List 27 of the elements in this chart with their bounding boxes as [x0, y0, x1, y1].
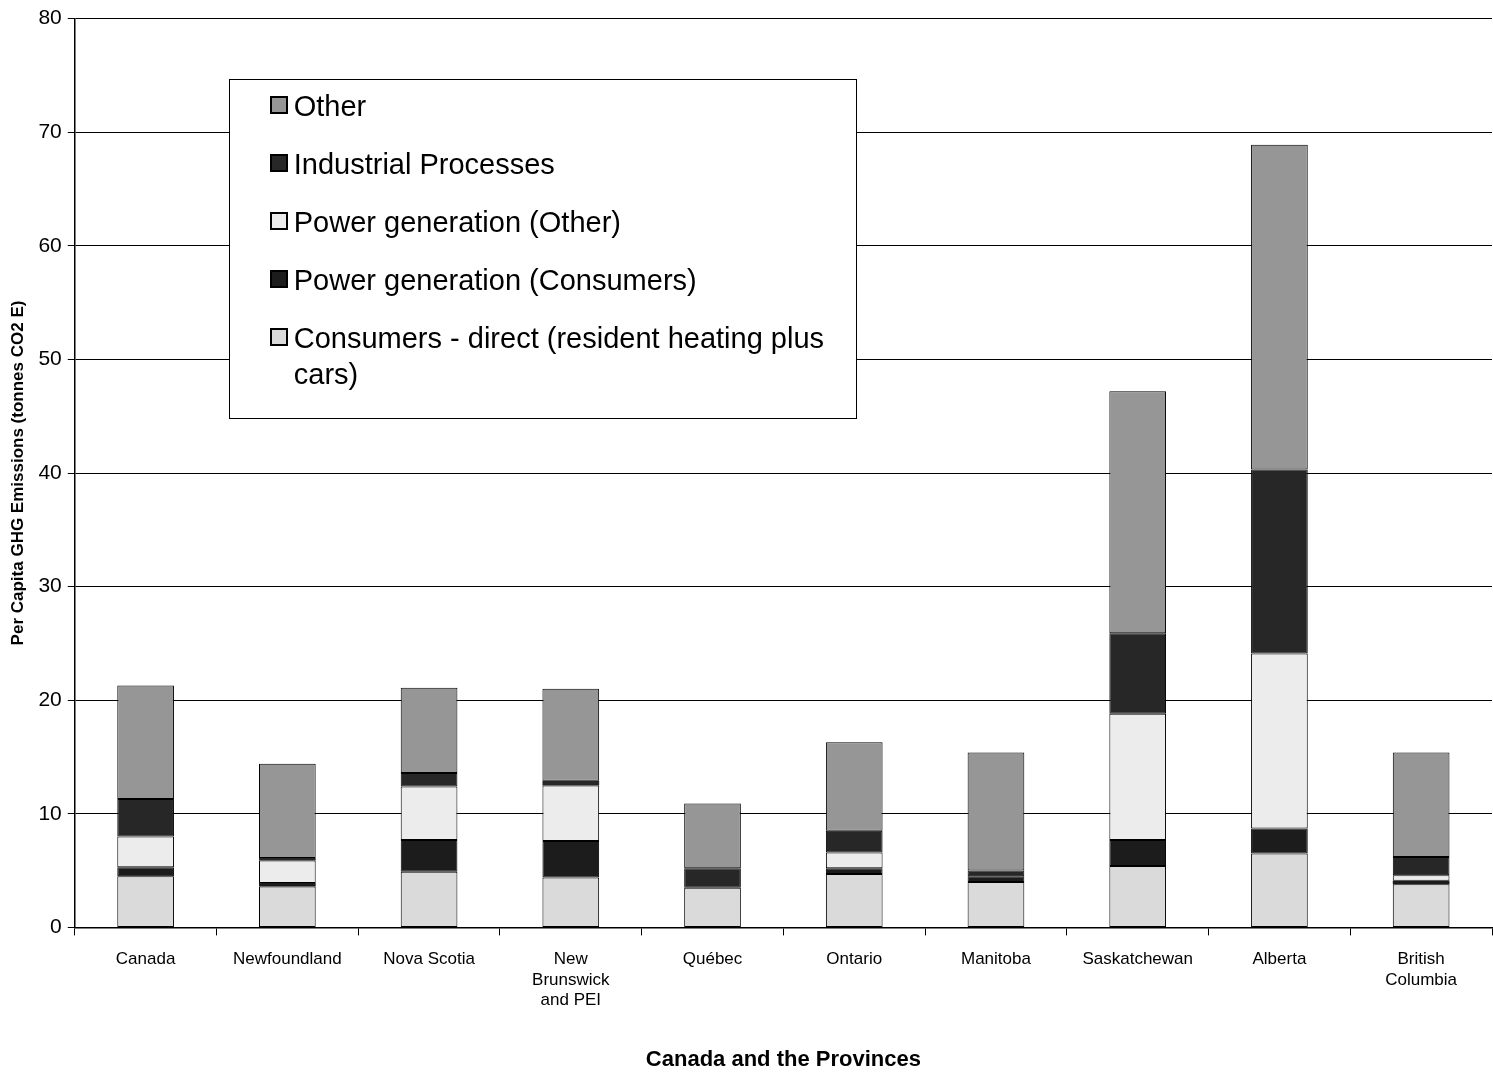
y-tick-label: 70 — [38, 119, 62, 142]
x-tick-label: Newfoundland — [232, 949, 342, 969]
x-axis-title: Canada and the Provinces — [645, 1045, 921, 1071]
x-tick-label: New Brunswick and PEI — [532, 949, 611, 1010]
y-tick-label: 40 — [38, 459, 62, 483]
x-tick-label: Ontario — [826, 949, 883, 969]
y-tick-label: 60 — [38, 232, 62, 256]
y-axis-title: Per Capita GHG Emissions (tonnes CO2 E) — [7, 300, 27, 646]
x-tick-label: British Columbia — [1385, 949, 1458, 989]
y-tick-label: 0 — [50, 914, 62, 938]
y-tick-label: 30 — [38, 573, 62, 597]
legend-label: Industrial Processes — [293, 146, 555, 182]
x-tick-label: Canada — [115, 949, 176, 969]
bar — [259, 883, 316, 887]
x-tick-label: Québec — [682, 949, 743, 969]
y-tick-label: 20 — [38, 687, 62, 710]
x-tick-label: Manitoba — [961, 949, 1032, 969]
legend-label: Consumers - direct (resident heating plus cars) — [293, 320, 826, 392]
legend-label: Other — [293, 88, 367, 124]
legend-label: Power generation (Other) — [293, 204, 621, 240]
legend-label: Power generation (Consumers) — [293, 262, 697, 298]
x-tick-label: Alberta — [1252, 949, 1307, 969]
x-tick-label: Nova Scotia — [383, 949, 476, 969]
y-tick-label: 50 — [38, 346, 62, 370]
x-tick-label: Saskatchewan — [1082, 949, 1193, 969]
y-tick-label: 80 — [38, 5, 62, 29]
y-tick-label: 10 — [38, 800, 62, 824]
